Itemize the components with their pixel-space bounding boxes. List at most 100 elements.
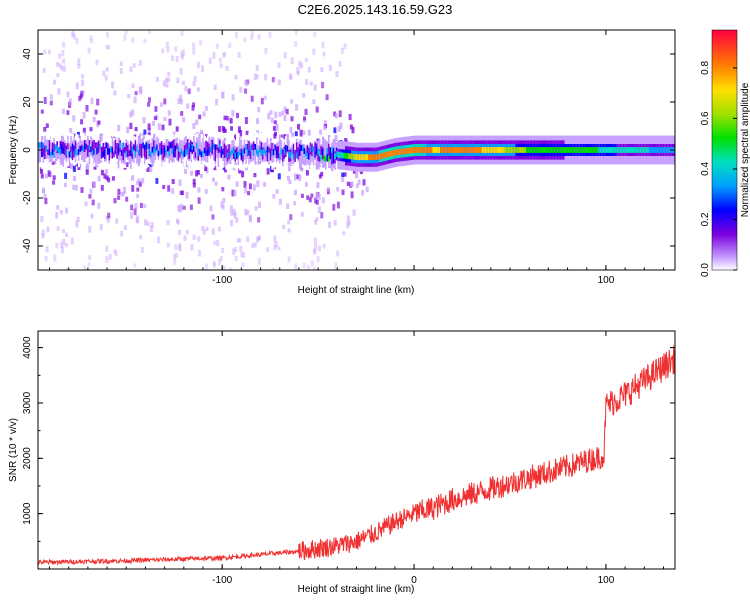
heatmap-cell <box>222 127 226 133</box>
heatmap-cell <box>182 143 185 156</box>
heatmap-cell <box>89 127 93 132</box>
heatmap-cell <box>173 151 176 158</box>
heatmap-cell <box>198 134 201 141</box>
heatmap-cell <box>85 143 88 150</box>
heatmap-cell <box>258 235 261 241</box>
heatmap-cell <box>140 276 143 281</box>
heatmap-cell <box>466 147 469 153</box>
heatmap-cell <box>191 105 195 111</box>
heatmap-cell <box>56 73 60 78</box>
heatmap-cell <box>228 147 231 160</box>
colorbar-ticks: 0.0 0.2 0.4 0.6 0.8 <box>700 61 737 277</box>
heatmap-cell <box>130 141 133 154</box>
heatmap-cell <box>64 144 67 151</box>
heatmap-cell <box>222 197 226 203</box>
heatmap-cell <box>222 52 226 58</box>
heatmap-cell <box>287 176 290 181</box>
heatmap-cell <box>106 44 110 50</box>
heatmap-cell <box>67 143 70 150</box>
heatmap-cell <box>124 225 127 231</box>
heatmap-cell <box>329 153 332 159</box>
heatmap-cell <box>569 147 572 153</box>
heatmap-cell <box>66 91 70 98</box>
heatmap-cell <box>206 141 209 154</box>
heatmap-cell <box>598 147 601 153</box>
heatmap-cell <box>71 148 74 161</box>
heatmap-cell <box>298 60 302 67</box>
heatmap-cell <box>308 197 312 203</box>
heatmap-cell <box>231 141 234 154</box>
heatmap-cell <box>49 94 53 101</box>
heatmap-cell <box>46 226 50 233</box>
heatmap-cell <box>104 150 107 156</box>
heatmap-cell <box>346 215 350 222</box>
heatmap-cell <box>613 147 616 153</box>
heatmap-cell <box>273 133 277 140</box>
heatmap-cell <box>74 184 78 191</box>
heatmap-cell <box>40 173 44 179</box>
heatmap-cell <box>250 95 254 102</box>
heatmap-cell <box>131 37 135 44</box>
heatmap-cell <box>124 30 128 34</box>
heatmap-cell <box>254 206 258 211</box>
heatmap-cell <box>176 220 180 225</box>
heatmap-cell <box>141 178 145 184</box>
heatmap-cell <box>556 147 559 153</box>
heatmap-cell <box>291 151 294 163</box>
heatmap-cell <box>328 143 331 156</box>
heatmap-cell <box>246 210 250 216</box>
heatmap-cell <box>218 126 222 133</box>
heatmap-cell <box>423 147 426 153</box>
heatmap-cell <box>219 63 223 68</box>
heatmap-cell <box>400 148 403 155</box>
heatmap-cell <box>303 116 307 121</box>
heatmap-cell <box>328 64 332 72</box>
heatmap-cell <box>238 238 242 243</box>
heatmap-cell <box>106 31 109 38</box>
heatmap-cell <box>272 149 275 156</box>
heatmap-cell <box>51 142 54 155</box>
heatmap-cell <box>444 147 447 153</box>
bottom-y-axis-title: SNR (10 * v/v) <box>8 418 19 482</box>
heatmap-cell <box>225 66 229 71</box>
heatmap-cell <box>62 65 66 72</box>
heatmap-cell <box>338 110 342 118</box>
heatmap-cell <box>383 152 386 159</box>
heatmap-cell <box>128 150 131 156</box>
heatmap-cell <box>409 147 412 154</box>
heatmap-cell <box>372 154 375 161</box>
heatmap-cell <box>100 151 104 158</box>
bottom-y-tick-label: 2000 <box>22 447 33 470</box>
heatmap-cell <box>92 116 96 122</box>
heatmap-cell <box>440 147 443 153</box>
heatmap-cell <box>70 237 74 245</box>
bottom-y-tick-label: 4000 <box>22 336 33 359</box>
heatmap-cell <box>318 174 322 179</box>
heatmap-cell <box>524 147 527 153</box>
heatmap-cell <box>89 35 93 41</box>
heatmap-cell <box>496 147 500 153</box>
heatmap-cell <box>277 246 281 251</box>
heatmap-cell <box>321 197 325 204</box>
bottom-x-tick-label: 0 <box>411 575 417 586</box>
heatmap-cell <box>114 250 118 257</box>
heatmap-cell <box>561 147 564 153</box>
heatmap-cell <box>161 124 165 131</box>
heatmap-cell <box>193 147 196 160</box>
heatmap-cell <box>315 148 318 168</box>
heatmap-cell <box>279 134 283 140</box>
heatmap-cell <box>140 143 143 150</box>
heatmap-cell <box>421 147 424 153</box>
heatmap-cell <box>306 265 310 270</box>
heatmap-cell <box>618 147 621 153</box>
heatmap-cell <box>349 153 352 160</box>
heatmap-cell <box>165 77 168 83</box>
heatmap-cell <box>122 148 125 161</box>
heatmap-cell <box>148 97 151 103</box>
heatmap-cell <box>457 147 460 153</box>
heatmap-cell <box>314 142 317 155</box>
heatmap-cell <box>596 147 599 153</box>
heatmap-cell <box>394 149 397 156</box>
heatmap-cell <box>575 147 578 153</box>
heatmap-cell <box>86 162 90 170</box>
